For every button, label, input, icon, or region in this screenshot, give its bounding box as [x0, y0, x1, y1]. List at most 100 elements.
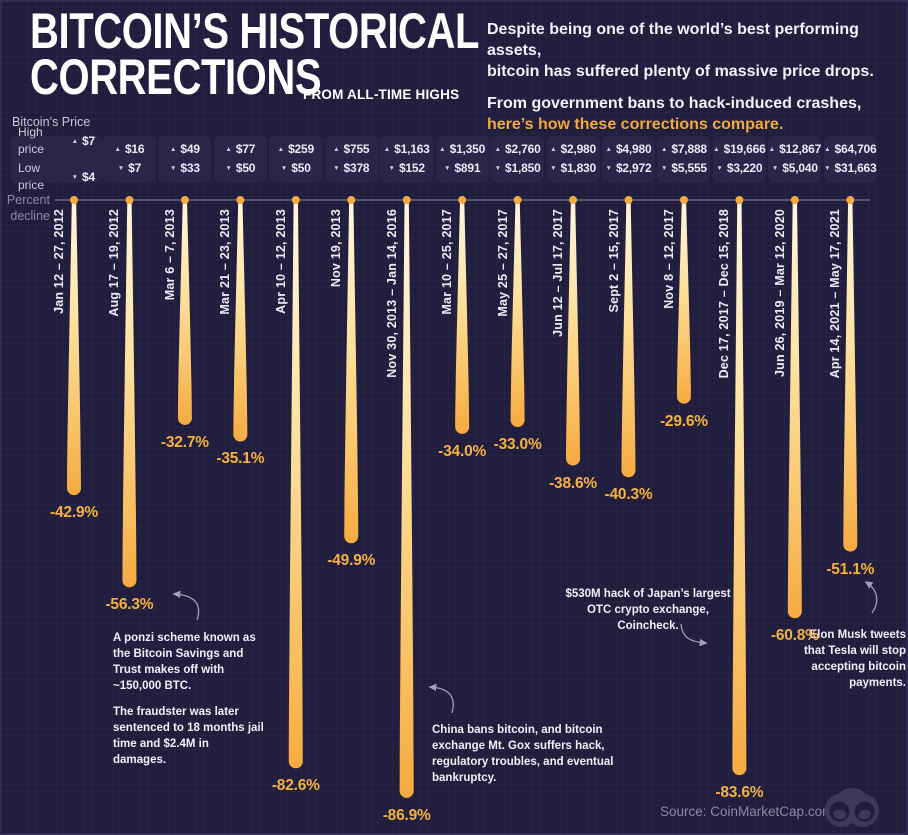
- high-price-value: $64,706: [834, 142, 877, 156]
- drip-shape: [621, 203, 636, 478]
- price-cell: ▲ $755 ▼ $378: [324, 136, 378, 182]
- up-arrow-icon: ▲: [439, 146, 446, 153]
- percent-decline-axis-label: Percent decline: [2, 192, 50, 224]
- price-cell: ▲ $7,888 ▼ $5,555: [657, 136, 711, 182]
- drip-shape: [510, 203, 525, 428]
- arrow-to-dec2017-drip: [680, 623, 708, 647]
- up-arrow-icon: ▲: [71, 137, 79, 145]
- low-price-value: $50: [235, 161, 256, 175]
- price-cell: ▲ $16 ▼ $7: [102, 136, 156, 182]
- down-arrow-icon: ▼: [117, 165, 125, 172]
- price-cell: ▲ $12,867 ▼ $5,040: [768, 136, 822, 182]
- high-price-value: $2,760: [505, 142, 541, 156]
- annotation-ponzi-p2: The fraudster was later sentenced to 18 …: [113, 706, 264, 766]
- down-arrow-icon: ▼: [605, 165, 612, 172]
- up-arrow-icon: ▲: [383, 146, 391, 153]
- down-arrow-icon: ▼: [280, 165, 288, 172]
- low-price-row: ▼ $33: [158, 160, 211, 177]
- high-price-row: ▲ $755: [325, 141, 378, 158]
- low-price-row: ▼ $50: [269, 160, 322, 177]
- down-arrow-icon: ▼: [225, 165, 232, 172]
- high-price-label: High price: [18, 125, 45, 156]
- price-cell: ▲ $2,980 ▼ $1,830: [546, 136, 600, 182]
- price-cell: ▲ $2,760 ▼ $1,850: [491, 136, 545, 182]
- decline-value-label: -34.0%: [438, 442, 487, 460]
- date-label: Nov 30, 2013 – Jan 14, 2016: [384, 209, 399, 378]
- high-price-row: ▲ $16: [103, 141, 156, 158]
- intro-line3: From government bans to hack-induced cra…: [487, 95, 862, 112]
- low-price-row: ▼ $7: [103, 160, 156, 177]
- decline-value-label: -83.6%: [715, 784, 764, 802]
- low-price-value: $1,830: [560, 161, 597, 175]
- bull-bear-logo-icon: [825, 788, 879, 827]
- high-price-value: $77: [235, 142, 256, 156]
- timeline-dot: [236, 196, 245, 204]
- timeline-dot: [846, 196, 855, 204]
- date-label: Jun 26, 2019 – Mar 12, 2020: [772, 209, 787, 378]
- arrow-to-56-label: [172, 590, 200, 621]
- decline-value-label: -38.6%: [549, 474, 597, 492]
- low-price-row: ▼ $152: [380, 160, 433, 177]
- high-price-row: ▲ $259: [269, 141, 322, 158]
- high-price-row: ▲ $4,980: [602, 141, 655, 158]
- date-label: Jun 12 – Jul 17, 2017: [551, 209, 566, 337]
- date-label: Aug 17 – 19, 2012: [107, 209, 122, 317]
- low-price-value: $7: [128, 161, 142, 175]
- decline-value-label: -60.8%: [770, 627, 819, 645]
- low-price-value: $31,663: [834, 161, 877, 175]
- high-price-row: ▲ $64,706: [824, 141, 877, 158]
- decline-value-label: -35.1%: [216, 450, 265, 468]
- timeline-dot: [458, 196, 467, 204]
- high-price-value: $4,980: [615, 142, 652, 156]
- decline-value-label: -29.6%: [659, 412, 708, 430]
- decline-value-label: -51.1%: [826, 560, 875, 578]
- bitcoins-price-label: Bitcoin’s Price: [12, 115, 91, 129]
- high-price-value: $1,350: [449, 142, 486, 156]
- up-arrow-icon: ▲: [225, 146, 232, 153]
- intro-text: Despite being one of the world’s best pe…: [487, 19, 907, 135]
- decline-value-label: -40.3%: [604, 486, 653, 504]
- drip-shape: [67, 203, 82, 496]
- title-suffix: FROM ALL-TIME HIGHS: [303, 87, 460, 102]
- down-arrow-icon: ▼: [333, 165, 340, 172]
- high-price-row: ▲ $2,760: [491, 141, 544, 158]
- up-arrow-icon: ▲: [605, 146, 612, 153]
- low-price-row: ▼ $1,850: [491, 160, 544, 177]
- timeline-dot: [291, 196, 300, 204]
- high-price-row: High price ▲ $7: [10, 124, 103, 158]
- down-arrow-icon: ▼: [716, 165, 723, 172]
- price-cell: High price ▲ $7 Low price ▼ $4: [10, 125, 103, 192]
- price-cell: ▲ $4,980 ▼ $2,972: [602, 136, 655, 182]
- decline-value-label: -82.6%: [271, 777, 320, 795]
- decline-value-label: -32.7%: [160, 433, 209, 451]
- page-title-line1: BITCOIN’S HISTORICAL: [30, 3, 480, 59]
- down-arrow-icon: ▼: [71, 173, 79, 181]
- price-cell: ▲ $77 ▼ $50: [213, 136, 267, 182]
- high-price-row: ▲ $2,980: [547, 141, 600, 158]
- drip-shape: [288, 203, 303, 769]
- high-price-value: $7,888: [671, 142, 707, 156]
- price-cell: ▲ $259 ▼ $50: [269, 136, 323, 182]
- down-arrow-icon: ▼: [824, 165, 831, 172]
- low-price-value: $4: [82, 169, 95, 184]
- date-label: Mar 10 – 25, 2017: [440, 209, 455, 315]
- drip-shape: [233, 203, 248, 442]
- high-price-row: ▲ $1,350: [436, 141, 489, 158]
- high-price-row: ▲ $7,888: [657, 141, 710, 158]
- price-cell: ▲ $1,350 ▼ $891: [435, 136, 489, 182]
- low-price-row: ▼ $3,220: [713, 160, 766, 177]
- decline-value-label: -33.0%: [493, 436, 542, 454]
- high-price-row: ▲ $19,666: [713, 141, 766, 158]
- low-price-value: $891: [454, 161, 481, 175]
- low-price-row: ▼ $1,830: [547, 160, 600, 177]
- annotation-ponzi-scheme: A ponzi scheme known as the Bitcoin Savi…: [113, 630, 265, 778]
- price-cell: ▲ $1,163 ▼ $152: [380, 136, 434, 182]
- up-arrow-icon: ▲: [768, 146, 776, 153]
- high-price-value: $7: [82, 133, 95, 148]
- up-arrow-icon: ▲: [169, 146, 177, 153]
- timeline-dot: [180, 196, 189, 204]
- date-label: Jan 12 – 27, 2012: [52, 209, 66, 314]
- annotation-china-ban: China bans bitcoin, and bitcoin exchange…: [432, 724, 614, 784]
- low-price-value: $378: [343, 161, 370, 175]
